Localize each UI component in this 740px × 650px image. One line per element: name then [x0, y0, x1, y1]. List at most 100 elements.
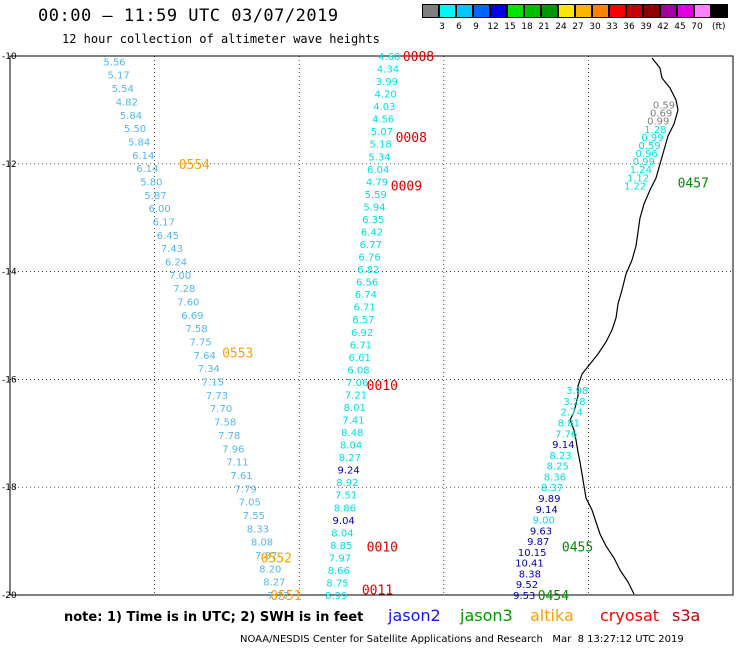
wave-height-value: 4.60	[378, 52, 400, 63]
wave-height-value: 6.77	[360, 240, 382, 251]
wave-height-value: 4.20	[374, 90, 396, 101]
axis-ticks: 03691215-10-12-14-16-18-20	[2, 52, 17, 600]
pass-0554: 0554	[179, 158, 210, 173]
colorbar-cell	[422, 4, 439, 18]
colorbar-label: 24	[555, 22, 567, 32]
colorbar-label: 3	[439, 22, 445, 32]
wave-height-value: 2.74	[561, 408, 583, 419]
wave-height-value: 3.28	[563, 397, 585, 408]
colorbar-cell	[711, 4, 728, 18]
wave-height-value: 9.89	[538, 494, 560, 505]
wave-height-value: 1.22	[624, 181, 646, 192]
wave-height-value: 10.15	[518, 548, 547, 559]
wave-height-value: 5.59	[365, 190, 387, 201]
pass-0009: 0009	[391, 179, 422, 194]
wave-height-value: 7.05	[239, 498, 261, 509]
wave-height-value: 6.14	[132, 151, 154, 162]
wave-height-value: 6.45	[157, 231, 179, 242]
colorbar-cell	[694, 4, 711, 18]
wave-height-value: 6.92	[351, 328, 373, 339]
wave-height-value: 7.21	[345, 390, 367, 401]
pass-0457: 0457	[678, 177, 709, 192]
wave-height-value: 6.00	[148, 204, 170, 215]
wave-height-value: 6.42	[361, 227, 383, 238]
wave-height-value: 7.43	[161, 244, 183, 255]
wave-height-value: 5.94	[363, 202, 385, 213]
colorbar-label: 15	[504, 22, 516, 32]
pass-labels: 0008 0008 0009 0010 0010 0011 0554 0553 0552 0551…	[179, 50, 709, 600]
wave-height-value: 7.11	[226, 458, 248, 469]
colorbar-label: 9	[473, 22, 479, 32]
pass-0552: 0552	[261, 551, 292, 566]
wave-height-value: 9.00	[533, 516, 555, 527]
colorbar-cell	[507, 4, 524, 18]
colorbar-cell	[524, 4, 541, 18]
wave-height-value: 8.36	[544, 472, 566, 483]
satellite-s3a: s3a	[672, 606, 701, 625]
pass-0551: 0551	[270, 589, 301, 600]
wave-height-value: 5.84	[128, 137, 150, 148]
track-0554: 5.56 5.17 5.54 4.82 5.84 5.50 5.84 6.14 6.14 5.80…	[103, 57, 289, 600]
satellite-jason2: jason2	[388, 606, 441, 625]
wave-height-value: 6.74	[355, 290, 377, 301]
page-title: 00:00 — 11:59 UTC 03/07/2019	[38, 6, 339, 26]
wave-height-value: 4.03	[373, 102, 395, 113]
wave-height-value: 8.20	[259, 564, 281, 575]
wave-height-value: 7.00	[169, 271, 191, 282]
wave-height-value: 0.99	[641, 133, 663, 144]
wave-height-value: 1.24	[630, 165, 652, 176]
wave-height-value: 6.56	[356, 278, 378, 289]
wave-height-value: 7.34	[198, 364, 220, 375]
wave-height-value: 7.78	[218, 431, 240, 442]
wave-height-value: 7.06	[346, 378, 368, 389]
wave-height-value: 0.99	[633, 157, 655, 168]
wave-height-value: 5.84	[120, 111, 142, 122]
wave-height-value: 1.28	[644, 125, 666, 136]
wave-height-value: 5.87	[144, 191, 166, 202]
wave-height-value: 8.37	[541, 483, 563, 494]
wave-height-value: 7.41	[342, 416, 364, 427]
wave-height-value: 7.64	[194, 351, 216, 362]
wave-height-value: 7.75	[189, 338, 211, 349]
wave-height-value: 6.76	[358, 253, 380, 264]
colorbar-label: 36	[623, 22, 635, 32]
altimeter-tracks: 5.56 5.17 5.54 4.82 5.84 5.50 5.84 6.14 6.14 5.80…	[103, 52, 675, 600]
wave-height-value: 8.25	[547, 462, 569, 473]
wave-height-value: 8.27	[263, 578, 285, 589]
wave-height-value: 7.60	[177, 298, 199, 309]
wave-height-value: 6.04	[367, 165, 389, 176]
pass-0454: 0454	[538, 589, 569, 600]
colorbar-cell	[609, 4, 626, 18]
wave-height-value: 6.69	[181, 311, 203, 322]
wave-height-value: 7.15	[202, 378, 224, 389]
map-frame	[9, 55, 734, 596]
wave-height-value: 9.53	[513, 591, 535, 600]
wave-height-value: 0.99	[647, 117, 669, 128]
colorbar-cell	[456, 4, 473, 18]
wave-height-value: 9.52	[516, 580, 538, 591]
wave-height-value: 10.41	[515, 559, 544, 570]
colorbar-cell	[473, 4, 490, 18]
colorbar-label: 27	[572, 22, 584, 32]
wave-height-value: 0.96	[636, 149, 658, 160]
wave-height-value: 9.63	[530, 526, 552, 537]
wave-height-value: 7.51	[335, 491, 357, 502]
wave-height-value: 3.98	[566, 386, 588, 397]
page-subtitle: 12 hour collection of altimeter wave hei…	[62, 32, 380, 46]
track-0457: 0.590.690.991.280.990.590.960.991.241.12…	[624, 101, 675, 193]
track-0008: 4.60 4.343.99 4.204.03 4.565.07 5.185.34 6.04…	[325, 52, 400, 600]
wave-height-value: 4.56	[372, 115, 394, 126]
colorbar-label: 21	[538, 22, 550, 32]
pass-0008: 0008	[396, 131, 427, 146]
pass-0553: 0553	[222, 346, 253, 361]
wave-height-value: 5.17	[108, 71, 130, 82]
coastline	[569, 57, 679, 595]
wave-height-value: 6.71	[353, 303, 375, 314]
wave-height-value: 8.04	[331, 528, 353, 539]
wave-height-value: 6.82	[357, 265, 379, 276]
wave-height-value: 9.87	[527, 537, 549, 548]
wave-height-value: 8.01	[344, 403, 366, 414]
colorbar-cell	[558, 4, 575, 18]
colorbar-cell	[490, 4, 507, 18]
colorbar-cell	[575, 4, 592, 18]
